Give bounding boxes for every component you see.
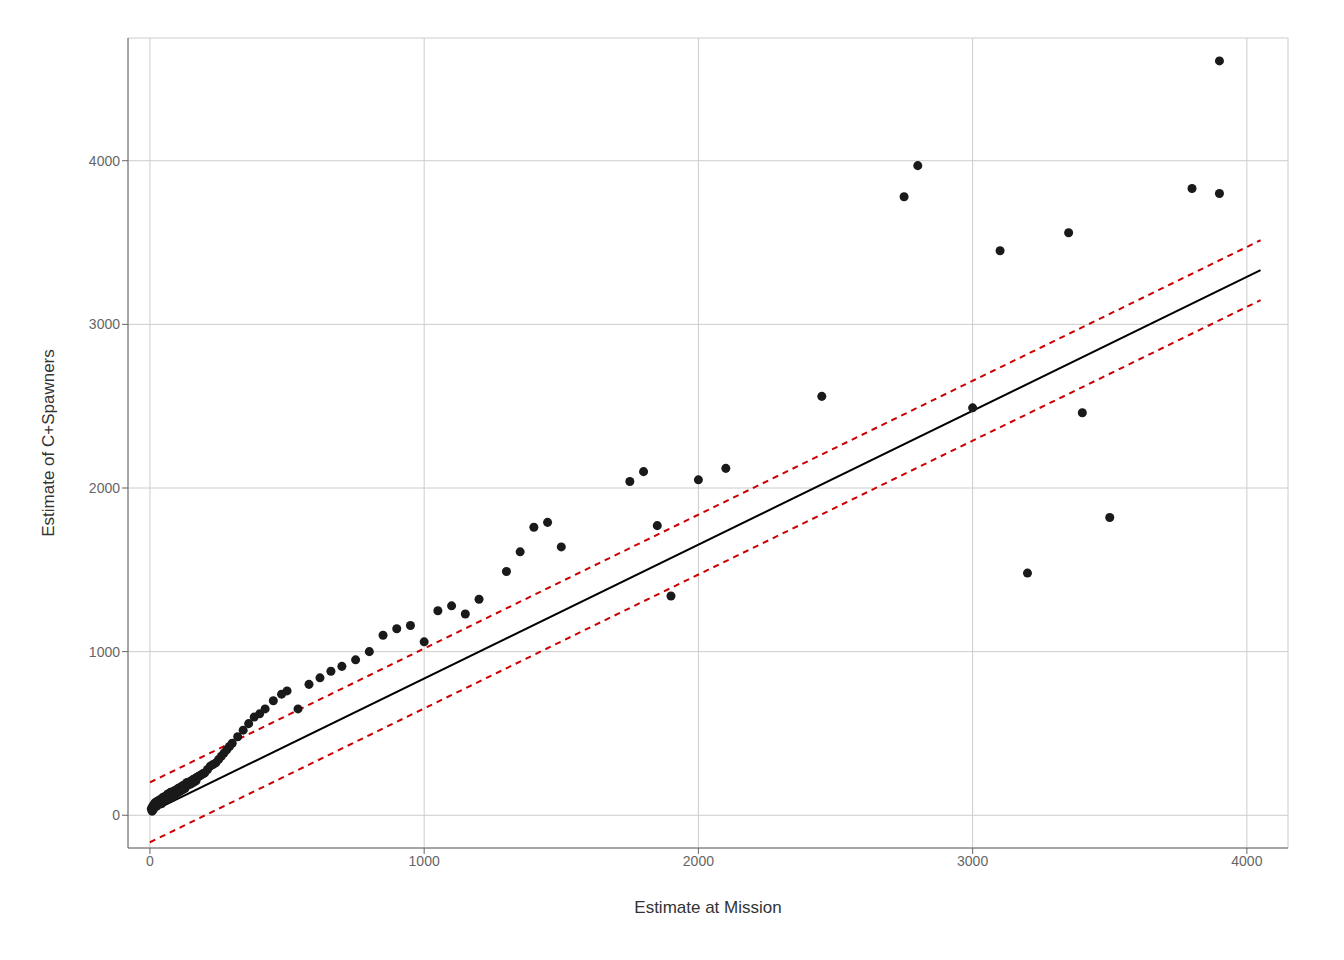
svg-text:2000: 2000 <box>683 853 714 869</box>
svg-text:0: 0 <box>112 807 120 823</box>
svg-text:0: 0 <box>146 853 154 869</box>
svg-text:2000: 2000 <box>89 480 120 496</box>
svg-text:Estimate of C+Spawners: Estimate of C+Spawners <box>39 349 58 537</box>
svg-text:1000: 1000 <box>409 853 440 869</box>
svg-text:Estimate at Mission: Estimate at Mission <box>634 898 781 917</box>
svg-text:3000: 3000 <box>957 853 988 869</box>
svg-text:1000: 1000 <box>89 644 120 660</box>
svg-text:3000: 3000 <box>89 316 120 332</box>
svg-text:4000: 4000 <box>1231 853 1262 869</box>
svg-text:4000: 4000 <box>89 153 120 169</box>
